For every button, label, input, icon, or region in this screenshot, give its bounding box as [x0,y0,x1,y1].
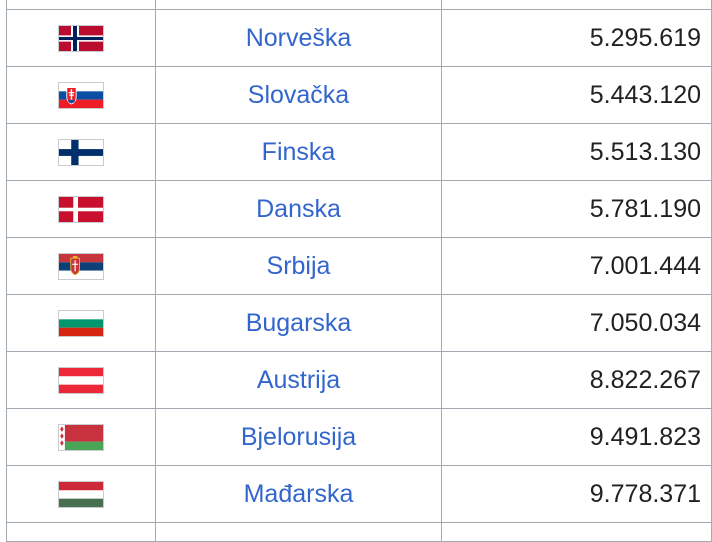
country-link-bulgaria[interactable]: Bugarska [245,308,352,337]
flag-cell [6,294,156,352]
flag-cell [6,465,156,523]
country-link-serbia[interactable]: Srbija [266,251,331,280]
flag-cell [6,237,156,295]
table-cell [155,0,442,10]
population-cell: 8.822.267 [441,351,712,409]
country-cell: Norveška [155,9,442,67]
population-table-view: Norveška 5.295.619 [6,0,712,542]
table-row: Slovačka 5.443.120 [6,66,712,124]
population-table: Norveška 5.295.619 [6,0,712,542]
table-row: Danska 5.781.190 [6,180,712,238]
population-cell: 5.443.120 [441,66,712,124]
slovakia-flag-icon[interactable] [58,82,104,110]
population-cell: 5.781.190 [441,180,712,238]
country-link-finland[interactable]: Finska [261,137,336,166]
population-cell: 9.491.823 [441,408,712,466]
denmark-flag-icon[interactable] [58,196,104,224]
table-row: Finska 5.513.130 [6,123,712,181]
country-cell: Mađarska [155,465,442,523]
bulgaria-flag-icon[interactable] [58,310,104,338]
flag-cell [6,9,156,67]
finland-flag-icon[interactable] [58,139,104,167]
table-cell [441,522,712,542]
country-cell: Bugarska [155,294,442,352]
country-cell: Austrija [155,351,442,409]
flag-cell [6,66,156,124]
country-link-slovakia[interactable]: Slovačka [247,80,350,109]
country-link-austria[interactable]: Austrija [256,365,341,394]
serbia-flag-icon[interactable] [58,253,104,281]
table-cell [6,0,156,10]
table-cell [441,0,712,10]
country-cell: Finska [155,123,442,181]
flag-cell [6,351,156,409]
population-cell: 7.050.034 [441,294,712,352]
population-cell: 9.778.371 [441,465,712,523]
table-row-partial-bottom [6,522,712,542]
country-link-norway[interactable]: Norveška [245,23,352,52]
hungary-flag-icon[interactable] [58,481,104,509]
country-cell: Srbija [155,237,442,295]
table-row: Bjelorusija 9.491.823 [6,408,712,466]
table-row: Srbija 7.001.444 [6,237,712,295]
population-cell: 5.513.130 [441,123,712,181]
austria-flag-icon[interactable] [58,367,104,395]
population-cell: 5.295.619 [441,9,712,67]
table-cell [155,522,442,542]
belarus-flag-icon[interactable] [58,424,104,452]
flag-cell [6,123,156,181]
country-cell: Bjelorusija [155,408,442,466]
table-row: Bugarska 7.050.034 [6,294,712,352]
country-link-hungary[interactable]: Mađarska [243,479,354,508]
country-cell: Slovačka [155,66,442,124]
norway-flag-icon[interactable] [58,25,104,53]
table-row-partial-top [6,0,712,10]
flag-cell [6,180,156,238]
table-row: Mađarska 9.778.371 [6,465,712,523]
table-row: Austrija 8.822.267 [6,351,712,409]
country-link-denmark[interactable]: Danska [256,194,341,223]
table-cell [6,522,156,542]
table-row: Norveška 5.295.619 [6,9,712,67]
country-cell: Danska [155,180,442,238]
flag-cell [6,408,156,466]
population-cell: 7.001.444 [441,237,712,295]
country-link-belarus[interactable]: Bjelorusija [240,422,357,451]
